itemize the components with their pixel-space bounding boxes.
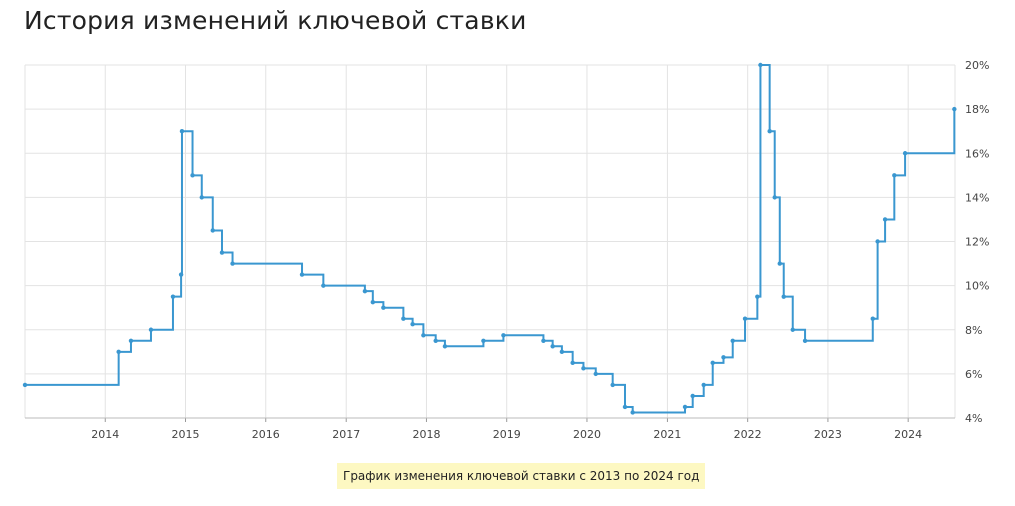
key-rate-line [25,64,956,414]
data-point [772,195,777,200]
data-point [710,360,715,366]
x-tick-label: 2016 [252,428,280,441]
data-point [630,410,635,415]
data-point [541,338,546,343]
data-point [622,404,628,410]
data-point [299,272,305,277]
data-point [362,288,368,294]
data-point [701,382,706,388]
data-point [690,393,695,399]
data-point [321,283,326,288]
data-point [742,316,748,321]
chart-caption: График изменения ключевой ставки с 2013 … [337,463,706,489]
data-point [116,349,121,355]
key-rate-chart: 2014 2015 2016 2017 2018 2019 2020 2021 2022 2023… [22,59,989,441]
x-tick-label: 2019 [493,428,521,441]
data-point [790,327,795,332]
y-tick-label: 16% [965,147,989,160]
y-tick-label: 20% [965,59,989,72]
data-point [22,382,28,388]
y-tick-label: 4% [965,412,982,425]
y-tick-label: 10% [965,280,989,293]
x-tick-label: 2014 [91,428,119,441]
data-point [610,382,615,388]
chart-grid [24,64,956,422]
data-point [902,151,908,156]
data-point [210,228,215,233]
data-point [758,62,763,68]
data-point [421,333,426,338]
data-point [219,250,225,255]
data-point [433,338,438,343]
data-point [755,294,760,299]
y-axis-ticks: 4% 6% 8% 10% 12% 14% 16% 18% 20% [965,59,989,425]
x-axis-ticks: 2014 2015 2016 2017 2018 2019 2020 2021 2022 2023… [91,428,922,441]
data-point [802,338,808,343]
x-tick-label: 2024 [894,428,922,441]
x-tick-label: 2023 [814,428,842,441]
data-point [170,294,176,299]
data-point [952,106,957,112]
data-point [781,294,786,299]
x-tick-label: 2018 [412,428,440,441]
x-tick-label: 2017 [332,428,360,441]
data-point [882,217,888,222]
data-point [892,173,897,178]
x-tick-label: 2022 [734,428,762,441]
y-tick-label: 18% [965,103,989,116]
data-point [481,338,486,343]
y-tick-label: 8% [965,324,982,337]
data-point [593,371,598,377]
x-tick-label: 2015 [171,428,199,441]
page-title: История изменений ключевой ставки [24,6,527,35]
data-point [410,322,415,327]
data-point [875,239,880,244]
data-point [870,316,875,321]
data-point [370,299,376,305]
x-tick-label: 2020 [573,428,601,441]
key-rate-points [22,62,957,415]
data-point [767,128,772,134]
data-point [501,333,506,338]
data-point [148,327,154,332]
data-point [381,305,386,310]
data-point [190,173,195,178]
data-point [570,360,575,366]
data-point [721,355,726,360]
data-point [777,261,782,266]
data-point [550,344,555,349]
data-point [128,338,134,343]
data-point [730,338,735,343]
data-point [682,404,688,410]
data-point [559,349,565,355]
data-point [179,128,185,134]
data-point [581,366,586,371]
y-tick-label: 12% [965,236,989,249]
data-point [230,261,235,266]
data-point [401,316,406,321]
data-point [442,344,448,349]
y-tick-label: 14% [965,191,989,204]
data-point [199,195,204,200]
y-tick-label: 6% [965,368,982,381]
x-tick-label: 2021 [653,428,681,441]
data-point [178,272,184,277]
